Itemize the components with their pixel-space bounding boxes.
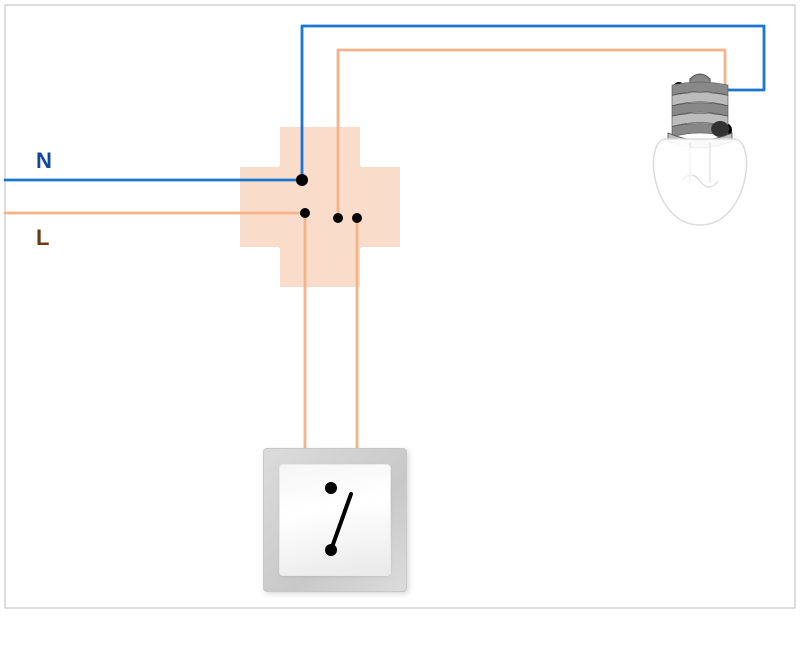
label-neutral: N bbox=[36, 148, 52, 174]
light-bulb bbox=[0, 0, 800, 663]
diagram-frame: N L bbox=[0, 0, 800, 663]
label-live: L bbox=[36, 225, 49, 251]
